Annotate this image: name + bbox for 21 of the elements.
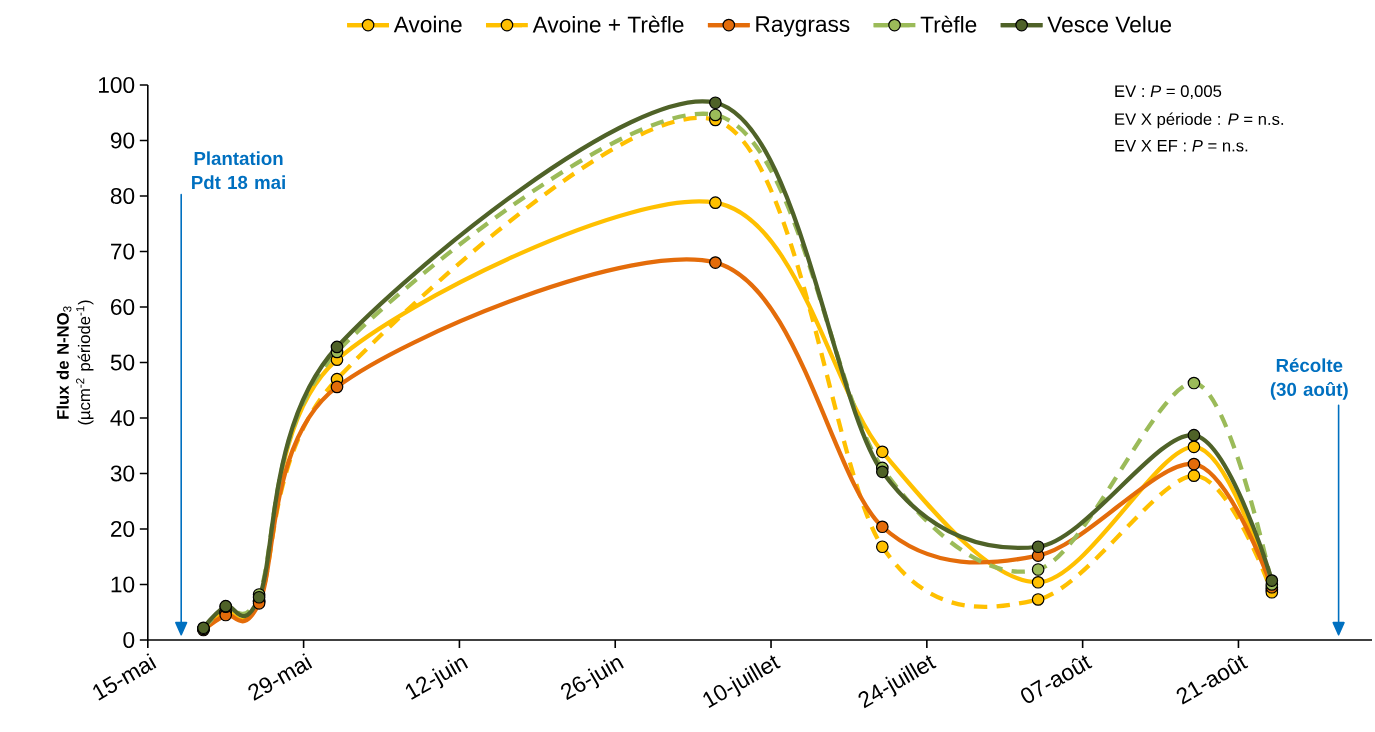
legend-label: Avoine + Trèfle (532, 15, 684, 33)
y-tick-label: 30 (110, 465, 135, 482)
y-tick-label: 60 (111, 298, 135, 316)
y-tick-label: 80 (110, 187, 135, 205)
annotation: EV : P = 0,005 (1115, 85, 1222, 100)
y-tick-label: 20 (111, 520, 135, 538)
y-tick-label: 0 (123, 631, 135, 649)
y-tick-label: 90 (110, 132, 135, 149)
y-tick-label: 70 (111, 243, 135, 260)
y-tick-label: 100 (99, 76, 135, 94)
y-tick-label: 40 (110, 409, 135, 427)
y-tick-label: 50 (110, 354, 135, 371)
legend-label: Trèfle (920, 15, 977, 33)
y-tick-label: 10 (111, 576, 135, 593)
ref-line-label: Récolte (30 août) (1270, 358, 1348, 400)
legend-label: Vesce Velue (1047, 15, 1172, 33)
annotation: EV X EF : P = n.s. (1115, 139, 1248, 152)
ref-line-label: Plantation Pdt 18 mai (192, 151, 285, 190)
legend-label: Raygrass (756, 16, 850, 37)
legend-label: Avoine (393, 15, 462, 33)
annotation: EV X période : P = n.s. (1115, 112, 1284, 129)
